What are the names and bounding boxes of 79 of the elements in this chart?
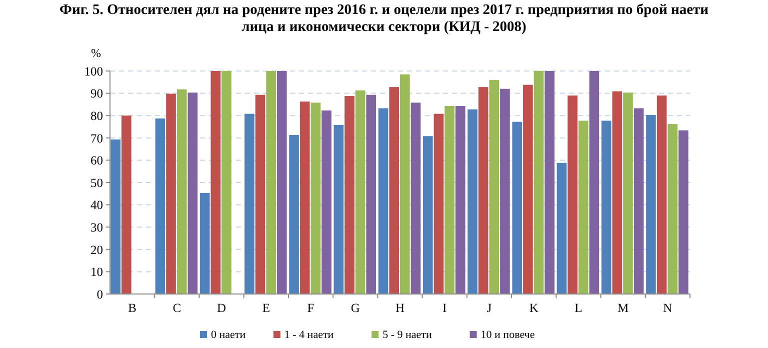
chart-title: Фиг. 5. Относителен дял на родените през 2016 г. и оцелели през 2017 г. предприятия по брой наети лица и икономически сектори (КИД - 2008) xyxy=(60,2,708,35)
bar xyxy=(434,114,444,294)
bar xyxy=(200,192,210,294)
bar xyxy=(266,71,276,294)
bar xyxy=(678,130,688,294)
bar xyxy=(601,120,612,294)
bar xyxy=(389,87,399,294)
bar xyxy=(634,108,644,294)
legend-label: 0 наети xyxy=(211,329,246,341)
y-tick-label: 60 xyxy=(90,154,103,168)
x-tick-label: G xyxy=(350,301,360,315)
bar xyxy=(589,71,600,294)
y-tick-label: 80 xyxy=(90,108,103,123)
bar xyxy=(489,80,500,294)
bar xyxy=(366,94,376,294)
y-tick-label: 10 xyxy=(90,265,103,280)
x-tick-label: C xyxy=(172,301,182,315)
bar xyxy=(478,87,488,294)
bar xyxy=(410,102,421,294)
bar xyxy=(276,71,287,294)
bar xyxy=(568,96,578,294)
y-tick-label: 30 xyxy=(90,220,103,234)
bar xyxy=(121,116,132,294)
y-tick-label: 100 xyxy=(84,64,103,78)
bar xyxy=(166,94,176,294)
bar xyxy=(578,120,588,294)
bar xyxy=(176,89,187,294)
y-tick-label: 20 xyxy=(90,242,103,257)
bar xyxy=(188,92,198,294)
bar xyxy=(500,88,510,294)
bar xyxy=(623,92,633,294)
bar xyxy=(155,118,166,294)
bar xyxy=(668,124,678,294)
x-tick-label: M xyxy=(618,301,629,315)
y-tick-label: 40 xyxy=(90,198,103,212)
legend-label: 1 - 4 наети xyxy=(284,329,334,341)
bar xyxy=(244,114,254,294)
bar xyxy=(468,109,478,294)
x-tick-label: N xyxy=(663,301,672,315)
bar xyxy=(378,108,388,294)
bar xyxy=(544,71,554,294)
x-tick-label: B xyxy=(128,301,136,315)
bar xyxy=(289,135,299,294)
x-tick-label: D xyxy=(217,301,226,315)
bar xyxy=(334,124,344,294)
bar xyxy=(110,139,120,294)
bar xyxy=(455,106,466,294)
y-axis-title: % xyxy=(91,46,101,60)
bar xyxy=(444,106,454,294)
bar xyxy=(222,71,232,294)
bar xyxy=(400,74,410,294)
bar xyxy=(344,96,354,294)
bar xyxy=(355,90,366,294)
bar xyxy=(422,136,433,294)
bar xyxy=(523,84,533,294)
bar xyxy=(512,122,522,294)
bar xyxy=(656,96,667,294)
y-tick-label: 70 xyxy=(90,131,103,146)
x-tick-label: I xyxy=(442,301,447,315)
y-tick-label: 0 xyxy=(96,287,103,302)
bar xyxy=(255,94,266,294)
bar xyxy=(322,110,332,294)
x-tick-label: J xyxy=(486,301,492,315)
bar xyxy=(210,71,221,294)
bar xyxy=(534,71,544,294)
x-tick-label: F xyxy=(307,301,314,315)
bar xyxy=(646,114,656,294)
x-tick-label: H xyxy=(395,301,405,315)
x-tick-label: E xyxy=(262,301,270,315)
bar xyxy=(300,102,310,294)
x-tick-label: K xyxy=(529,301,538,315)
y-tick-label: 50 xyxy=(90,176,103,190)
bar xyxy=(310,102,321,294)
bar xyxy=(612,91,622,294)
bar xyxy=(556,162,567,294)
x-tick-label: L xyxy=(574,301,582,315)
legend-label: 10 и повече xyxy=(480,329,535,341)
y-tick-label: 90 xyxy=(90,86,103,101)
legend-label: 5 - 9 наети xyxy=(382,329,432,341)
